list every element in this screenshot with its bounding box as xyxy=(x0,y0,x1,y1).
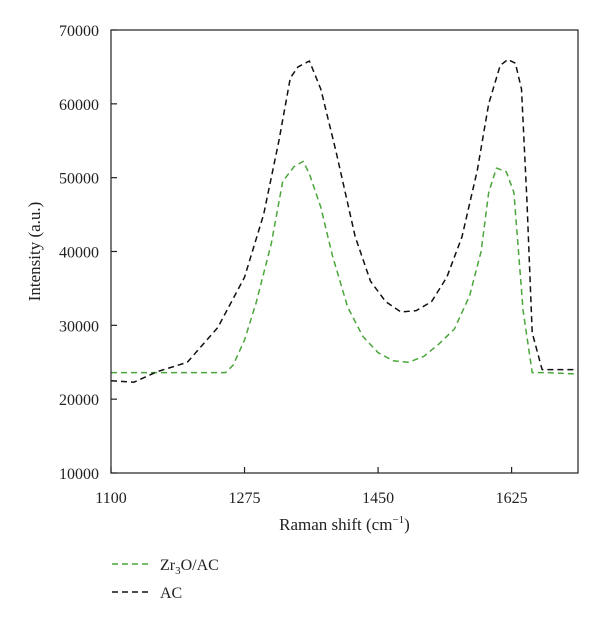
legend-label-zr3o-ac-sub: 3 xyxy=(175,565,181,577)
legend-label-zr3o-ac: Zr3O/AC xyxy=(160,557,219,577)
x-axis-title-main: Raman shift (cm xyxy=(279,515,392,534)
y-tick-label: 70000 xyxy=(59,23,99,40)
y-tick-label: 50000 xyxy=(59,171,99,188)
y-axis-title: Intensity (a.u.) xyxy=(25,202,44,302)
legend-item-zr3o-ac: Zr3O/AC xyxy=(112,557,219,577)
plot-frame xyxy=(110,29,579,474)
x-tick-label: 1275 xyxy=(229,490,261,507)
x-axis-title-superscript: −1 xyxy=(392,514,404,526)
legend-label-zr3o-ac-rest: O/AC xyxy=(181,557,219,574)
legend-label-zr3o-ac-base: Zr xyxy=(160,557,176,574)
y-tick-label: 30000 xyxy=(59,318,99,335)
legend-item-ac: AC xyxy=(112,585,182,602)
y-tick-label: 10000 xyxy=(59,466,99,483)
legend-label-ac: AC xyxy=(160,585,182,602)
y-tick-label: 20000 xyxy=(59,392,99,409)
x-axis-title-close: ) xyxy=(404,515,410,534)
x-axis-ticks: 1100 1275 1450 1625 xyxy=(95,467,528,507)
y-tick-label: 40000 xyxy=(59,245,99,262)
plot-lines xyxy=(110,58,579,383)
series-line-ac xyxy=(110,58,578,383)
series-line-zr3o-ac xyxy=(111,160,579,375)
x-tick-label: 1100 xyxy=(95,490,126,507)
legend: Zr3O/AC AC xyxy=(112,557,219,602)
x-tick-label: 1625 xyxy=(496,490,528,507)
x-tick-label: 1450 xyxy=(362,490,394,507)
x-axis-title: Raman shift (cm−1) xyxy=(279,514,410,534)
y-axis-ticks: 10000 20000 30000 40000 50000 60000 70000 xyxy=(59,23,117,483)
y-tick-label: 60000 xyxy=(59,97,99,114)
